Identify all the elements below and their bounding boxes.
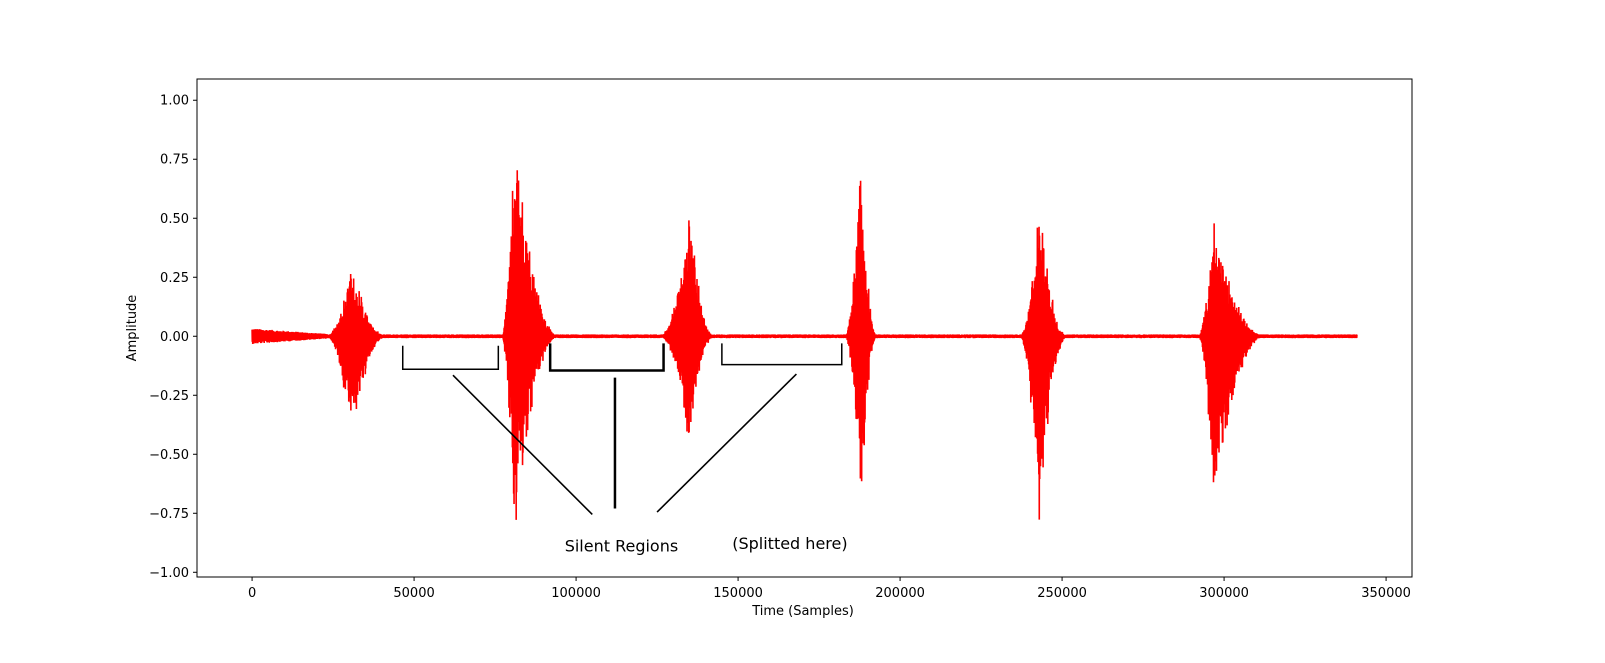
- annotation-pointers: [452, 373, 797, 516]
- silent-region-bracket: [548, 343, 665, 372]
- silent-region-brackets: [401, 343, 843, 372]
- waveform-line: [251, 170, 1358, 520]
- annotation-text: (Splitted here): [732, 534, 847, 553]
- x-tick-label: 250000: [1037, 586, 1087, 601]
- x-tick-label: 50000: [393, 586, 434, 601]
- y-tick-label: −0.50: [149, 448, 189, 463]
- x-tick-label: 300000: [1199, 586, 1249, 601]
- x-axis-ticks: 0 50000 100000 150000 200000 250000 300000 3500…: [248, 577, 1411, 601]
- y-axis-ticks: 1.00 0.75 0.50 0.25 0.00 −0.25 −0.50 −0.75 −1.00: [149, 94, 197, 581]
- x-tick-label: 100000: [551, 586, 601, 601]
- x-tick-label: 150000: [713, 586, 763, 601]
- x-tick-label: 200000: [875, 586, 925, 601]
- annotation-pointer-line: [656, 373, 797, 513]
- x-tick-label: 0: [248, 586, 256, 601]
- y-tick-label: 1.00: [160, 94, 189, 109]
- y-tick-label: −0.75: [149, 507, 189, 522]
- y-tick-label: 0.75: [160, 153, 189, 168]
- annotation-pointer-line: [452, 374, 593, 516]
- x-axis-label: Time (Samples): [751, 604, 854, 619]
- y-tick-label: 0.00: [160, 330, 189, 345]
- annotations: Silent Regions (Splitted here): [565, 534, 848, 555]
- y-tick-label: −1.00: [149, 566, 189, 581]
- y-tick-label: 0.50: [160, 212, 189, 227]
- y-tick-label: −0.25: [149, 389, 189, 404]
- silent-region-bracket: [401, 345, 500, 371]
- silent-region-bracket: [721, 343, 843, 366]
- y-axis-label: Amplitude: [125, 295, 140, 362]
- annotation-text: Silent Regions: [565, 536, 679, 555]
- y-tick-label: 0.25: [160, 271, 189, 286]
- plot-frame: [196, 78, 1413, 578]
- waveform-series: [251, 170, 1358, 520]
- x-tick-label: 350000: [1361, 586, 1411, 601]
